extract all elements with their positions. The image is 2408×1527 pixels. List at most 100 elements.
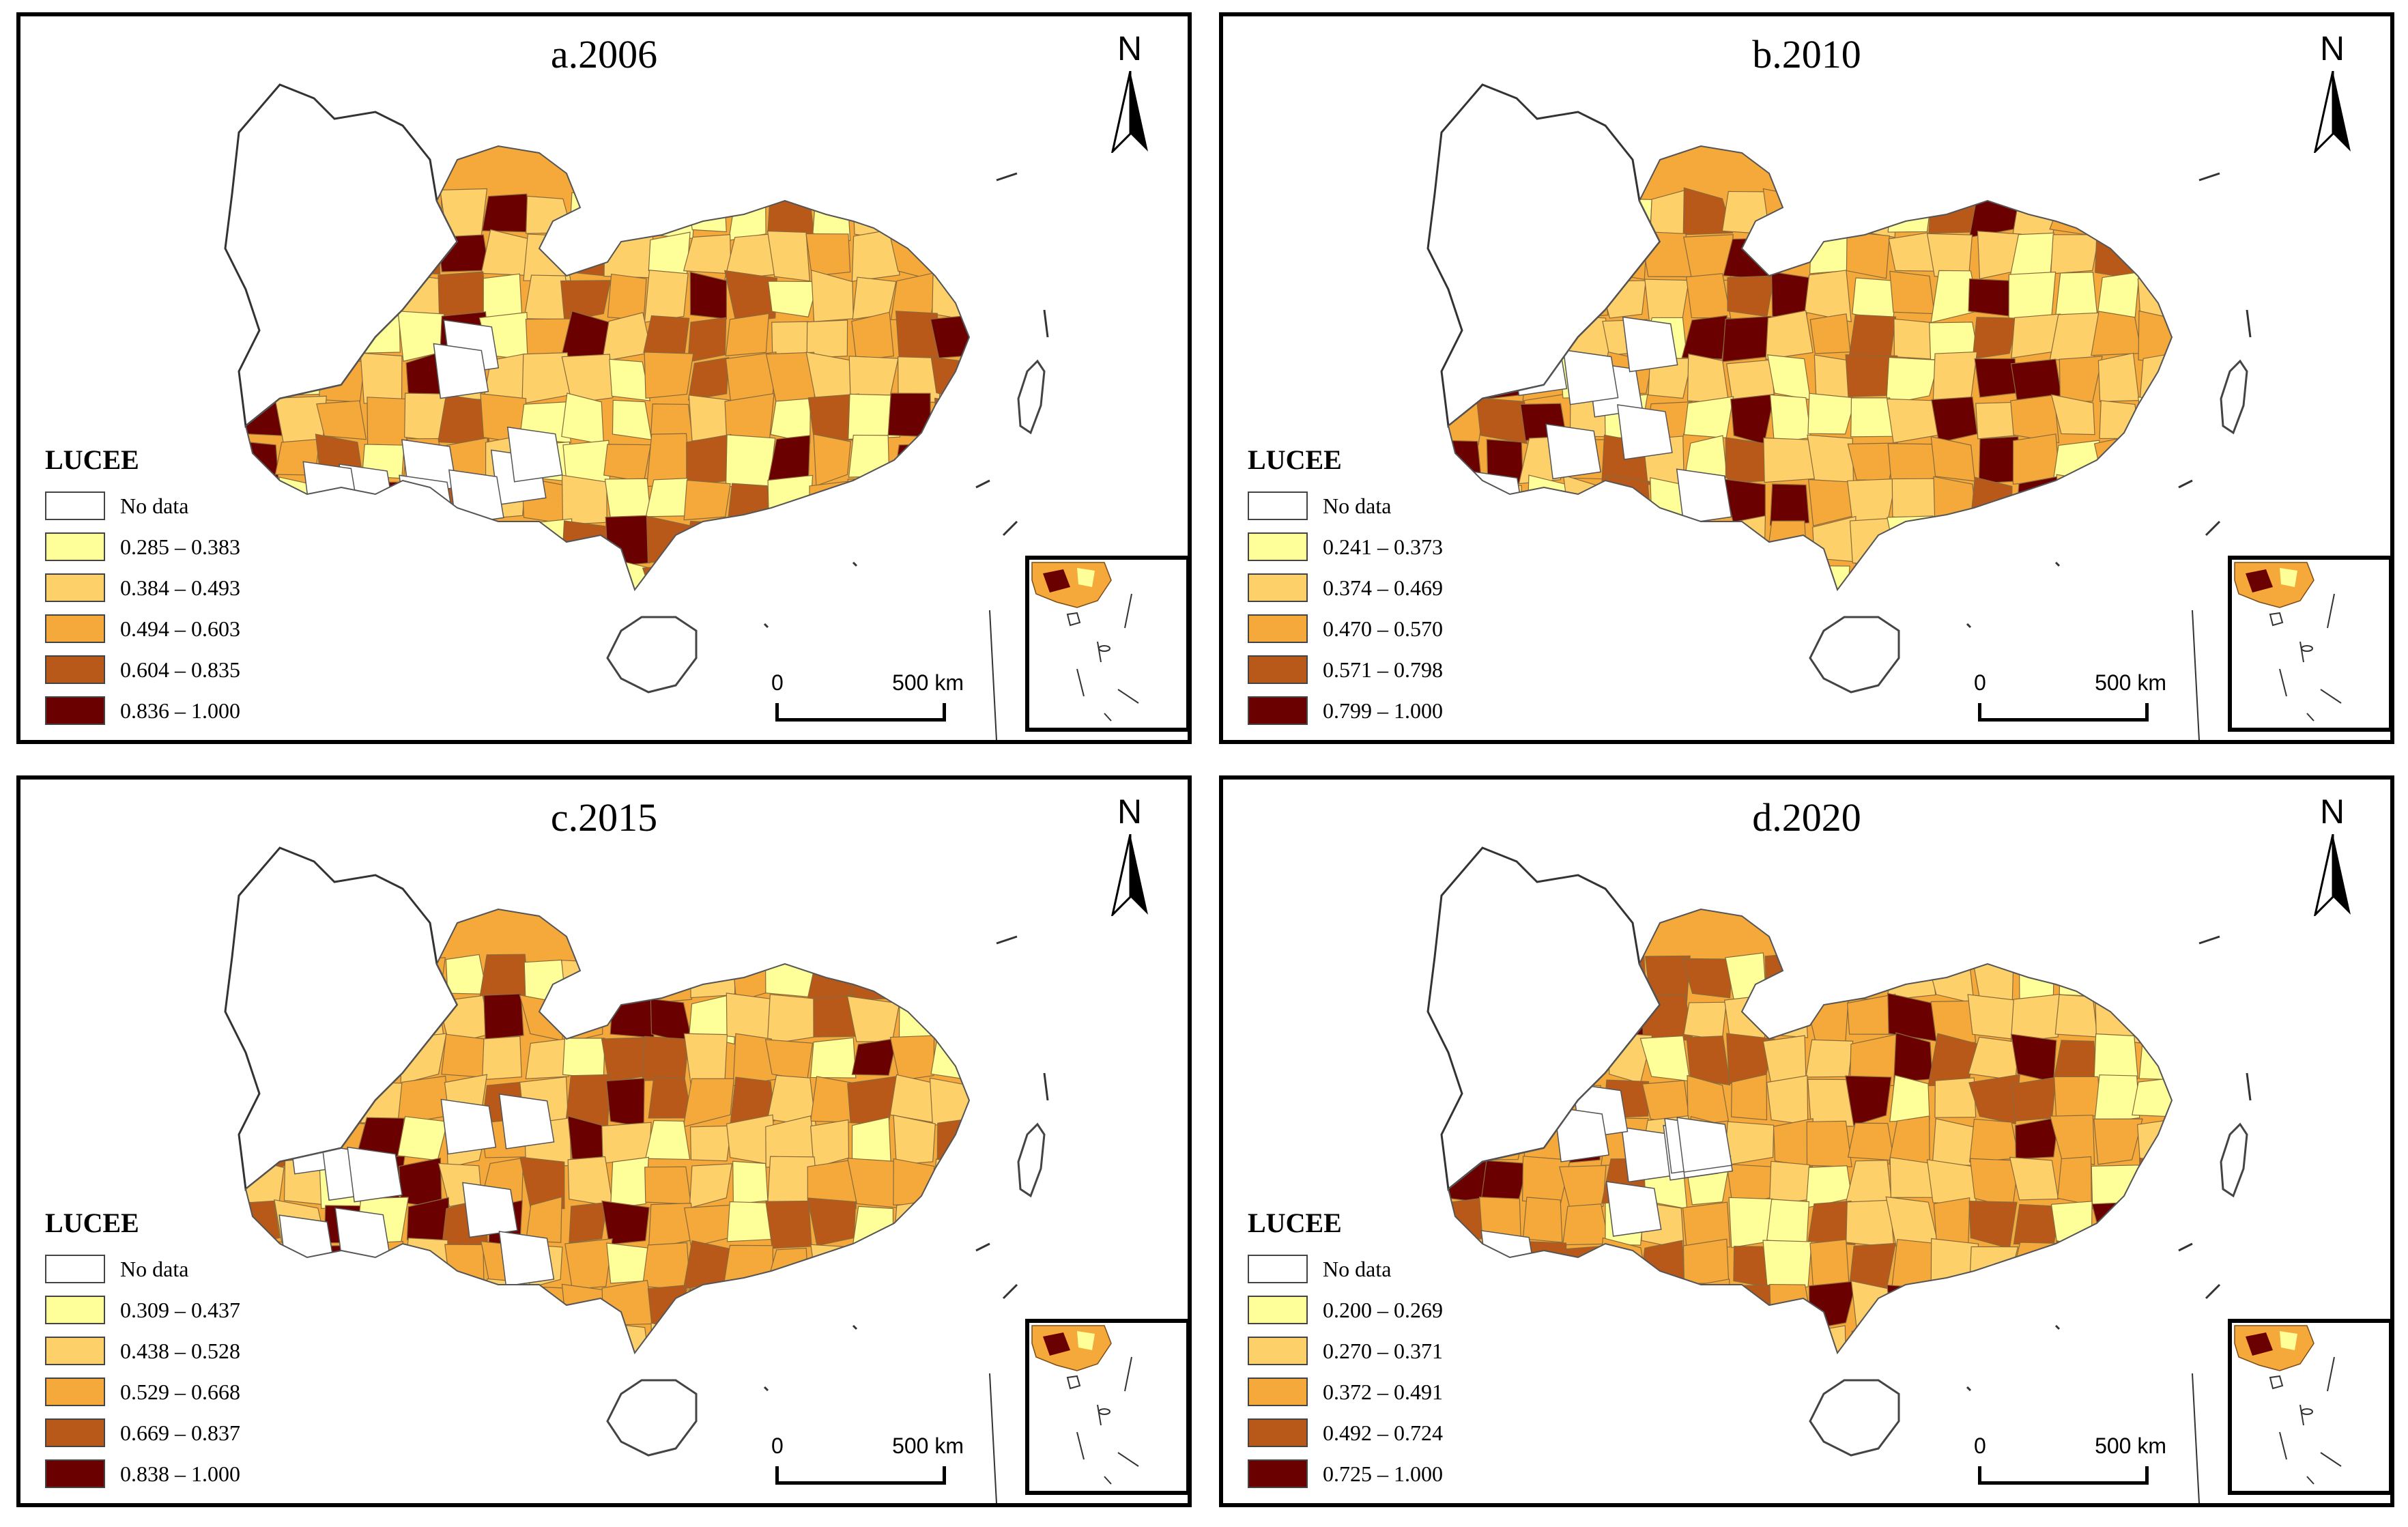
city-region bbox=[1688, 556, 1734, 590]
minor-island bbox=[2246, 1072, 2252, 1101]
legend-swatch bbox=[45, 532, 105, 561]
legend-item: 0.529 – 0.668 bbox=[45, 1371, 240, 1412]
city-region bbox=[1682, 1238, 1730, 1285]
city-region bbox=[726, 565, 777, 590]
city-region bbox=[936, 1117, 969, 1168]
city-region bbox=[2057, 518, 2097, 566]
city-region bbox=[246, 483, 276, 527]
city-region bbox=[1807, 434, 1854, 487]
city-region bbox=[605, 515, 651, 567]
city-region bbox=[1603, 1284, 1648, 1327]
city-region bbox=[929, 1077, 969, 1126]
choropleth-map bbox=[1427, 83, 2252, 740]
city-region bbox=[561, 474, 607, 526]
map-panel-3: c.2015 N LUCEE No data 0.309 – 0.437 0.438 – … bbox=[16, 775, 1192, 1507]
city-region bbox=[893, 1199, 937, 1249]
city-region bbox=[1645, 1323, 1694, 1353]
north-label: N bbox=[1117, 29, 1143, 68]
city-region bbox=[1682, 187, 1734, 236]
city-region bbox=[889, 556, 941, 590]
city-region bbox=[851, 1117, 891, 1165]
city-region bbox=[771, 517, 819, 561]
legend-label: No data bbox=[1323, 493, 1392, 518]
city-region bbox=[1476, 1323, 1527, 1353]
legend-label: 0.309 – 0.437 bbox=[120, 1297, 240, 1322]
city-region bbox=[1601, 474, 1652, 523]
city-region bbox=[1769, 483, 1810, 526]
north-arrow: N bbox=[1099, 792, 1160, 922]
city-region bbox=[367, 397, 408, 446]
city-region bbox=[895, 311, 941, 360]
legend-swatch bbox=[1248, 491, 1308, 520]
city-region bbox=[645, 1119, 691, 1160]
minor-island bbox=[1043, 309, 1049, 338]
city-region bbox=[360, 352, 403, 404]
no-data-city bbox=[1605, 1181, 1662, 1237]
legend-item: 0.669 – 0.837 bbox=[45, 1412, 240, 1453]
city-region bbox=[1765, 559, 1808, 590]
taiwan-island bbox=[1017, 1122, 1046, 1198]
city-region bbox=[1448, 1322, 1485, 1353]
city-region bbox=[687, 317, 727, 363]
city-region bbox=[2056, 1240, 2097, 1287]
city-region bbox=[932, 1158, 969, 1201]
legend-item: 0.492 – 0.724 bbox=[1248, 1412, 1443, 1453]
city-region bbox=[1600, 517, 1653, 565]
city-region bbox=[2132, 1077, 2172, 1118]
inset-map bbox=[2228, 1319, 2390, 1495]
city-region bbox=[1728, 558, 1769, 590]
city-region bbox=[562, 1038, 605, 1079]
city-region bbox=[1885, 356, 1940, 405]
city-region bbox=[356, 1279, 404, 1331]
city-region bbox=[1931, 396, 1978, 443]
city-region bbox=[1642, 1284, 1688, 1330]
legend-item: 0.836 – 1.000 bbox=[45, 690, 240, 731]
north-arrow: N bbox=[2302, 792, 2363, 922]
city-region bbox=[561, 393, 605, 445]
city-region bbox=[2099, 400, 2140, 440]
minor-island bbox=[2178, 479, 2193, 489]
city-region bbox=[1686, 1036, 1731, 1086]
city-region bbox=[2012, 197, 2056, 238]
city-region bbox=[851, 1205, 894, 1250]
city-region bbox=[650, 1322, 690, 1353]
no-data-city bbox=[498, 1231, 555, 1287]
city-region bbox=[2011, 1242, 2061, 1281]
legend-item: 0.285 – 0.383 bbox=[45, 526, 240, 567]
minor-island bbox=[975, 479, 990, 489]
city-region bbox=[2136, 1119, 2172, 1167]
city-region bbox=[1568, 1281, 1607, 1329]
city-region bbox=[1559, 1165, 1607, 1209]
city-region bbox=[895, 192, 941, 238]
city-region bbox=[723, 1278, 776, 1326]
city-region bbox=[2051, 1279, 2102, 1324]
legend-swatch bbox=[1248, 1255, 1308, 1283]
city-region bbox=[1805, 1039, 1854, 1078]
city-region bbox=[2049, 1115, 2095, 1165]
city-region bbox=[683, 1078, 734, 1128]
city-region bbox=[934, 197, 969, 236]
no-data-city bbox=[498, 1093, 555, 1150]
city-region bbox=[648, 1076, 693, 1119]
north-arrow: N bbox=[1099, 29, 1160, 158]
city-region bbox=[2134, 958, 2172, 1003]
city-region bbox=[482, 557, 525, 590]
scale-line bbox=[775, 718, 946, 722]
city-region bbox=[1517, 558, 1563, 590]
city-region bbox=[807, 1281, 860, 1331]
legend-label: 0.571 – 0.798 bbox=[1323, 657, 1443, 682]
legend-label: No data bbox=[1323, 1256, 1392, 1281]
city-region bbox=[1683, 396, 1734, 439]
city-region bbox=[1887, 515, 1934, 565]
city-region bbox=[1448, 560, 1487, 590]
minor-island bbox=[2178, 1242, 2193, 1252]
city-region bbox=[563, 556, 613, 590]
city-region bbox=[889, 1283, 938, 1322]
city-region bbox=[930, 1240, 969, 1289]
city-region bbox=[2015, 475, 2061, 525]
city-region bbox=[642, 1036, 689, 1081]
city-region bbox=[928, 433, 969, 485]
no-data-city bbox=[278, 1214, 335, 1270]
legend-item: 0.241 – 0.373 bbox=[1248, 526, 1443, 567]
legend-title: LUCEE bbox=[45, 444, 139, 475]
